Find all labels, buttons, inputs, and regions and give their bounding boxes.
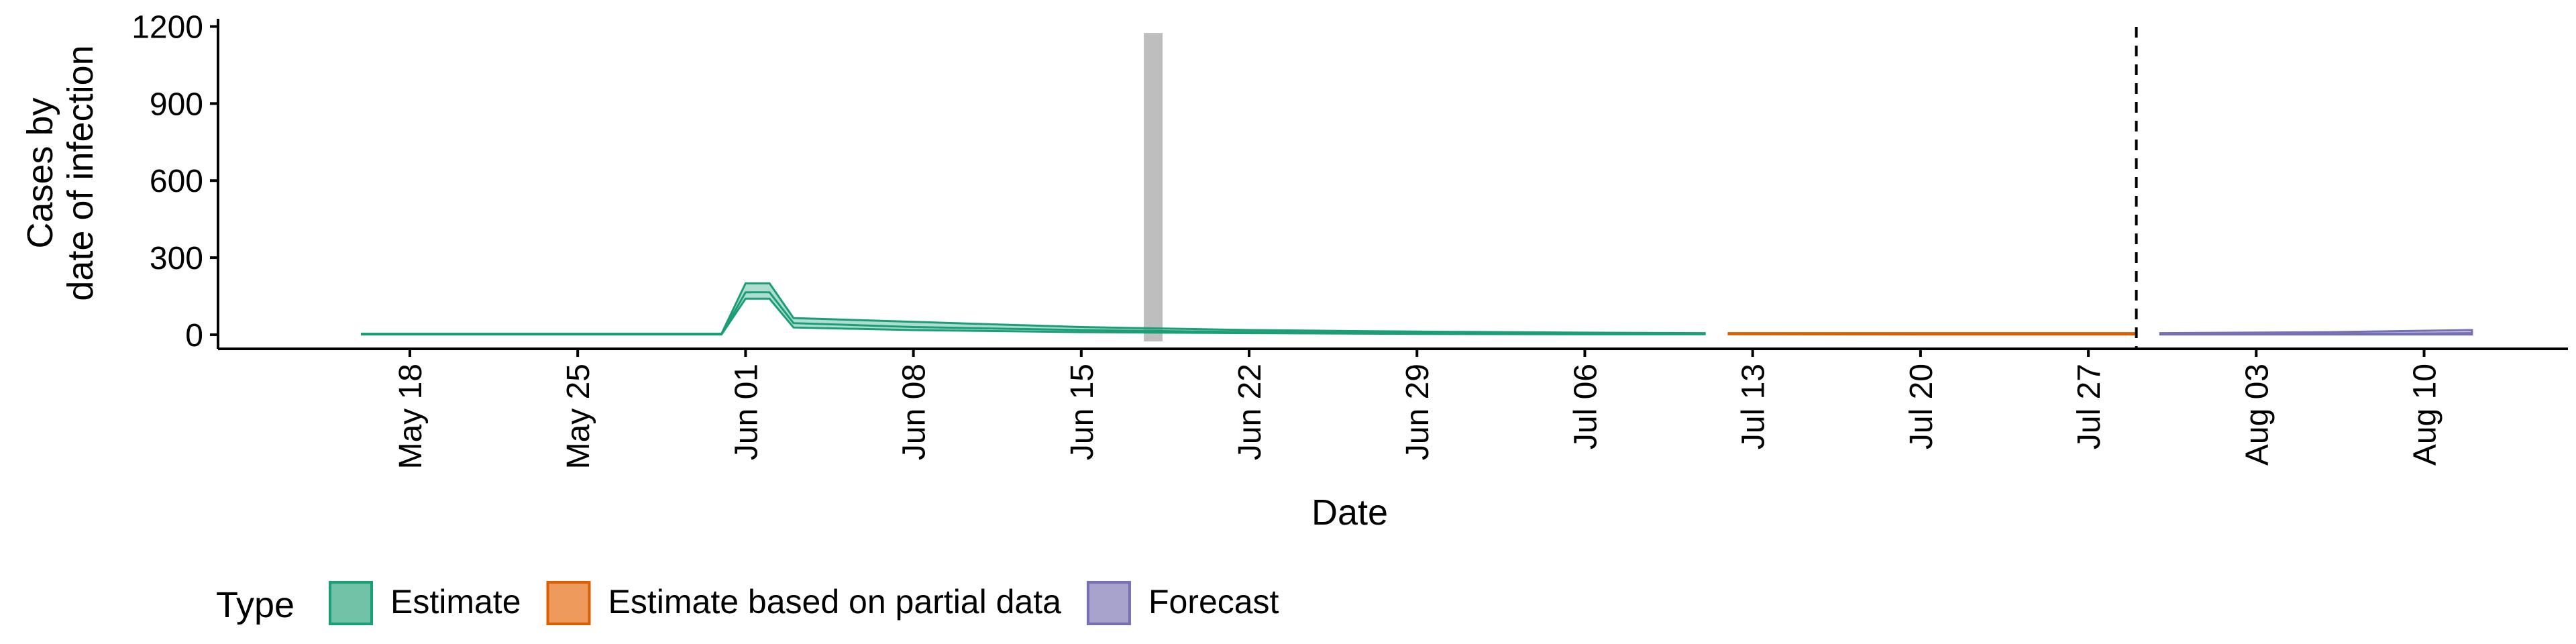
plot-area [361,27,2473,349]
y-tick-label: 300 [150,241,203,276]
x-tick-label: Aug 10 [2408,364,2443,466]
legend-title: Type [216,585,294,625]
estimate-median-line [362,291,1705,335]
y-axis: 0 300 600 900 1200 [131,9,219,354]
legend: Type Estimate Estimate based on partial d… [216,581,1279,625]
y-tick-label: 0 [185,318,203,354]
x-tick-label: Jun 01 [729,364,764,460]
x-tick-label: Jul 13 [1736,364,1772,449]
y-axis-label-line-1: Cases by [20,97,60,248]
legend-label-estimate: Estimate [390,583,521,621]
x-axis-label: Date [1311,492,1388,533]
x-tick-label: Jul 20 [1904,364,1939,449]
estimate-ribbon [361,282,1706,336]
legend-label-estimate-based-on-partial-data: Estimate based on partial data [608,583,1062,621]
legend-key-forecast [1086,581,1131,625]
y-tick-label: 1200 [131,9,203,45]
x-axis: May 18 May 25 Jun 01 Jun 08 Jun 15 Jun 22 Jun … [218,347,2568,469]
reported-cases-bar [1144,33,1163,341]
x-tick-label: Aug 03 [2239,364,2275,466]
y-tick-label: 900 [150,87,203,122]
y-tick-label: 600 [150,164,203,199]
x-tick-label: Jun 15 [1065,364,1100,460]
x-tick-label: Jul 27 [2072,364,2107,449]
legend-label-forecast: Forecast [1148,583,1279,621]
forecast-median-line [2160,332,2473,335]
x-tick-label: Jun 22 [1232,364,1268,460]
legend-key-estimate-based-on-partial-data [546,581,591,625]
x-tick-label: Jul 06 [1568,364,1603,449]
y-axis-label-line-2: date of infection [60,45,101,301]
x-tick-label: May 25 [561,364,596,469]
legend-key-estimate [329,581,373,625]
x-tick-label: Jun 08 [897,364,932,460]
x-tick-label: Jun 29 [1400,364,1436,460]
x-tick-label: May 18 [393,364,429,469]
